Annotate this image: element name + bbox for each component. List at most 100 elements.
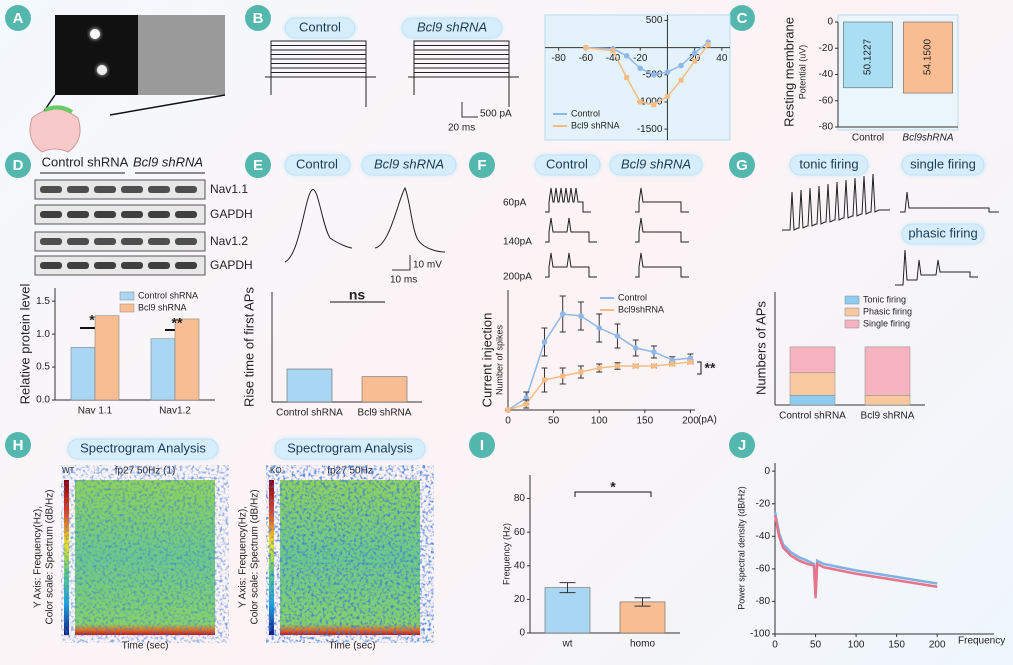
band <box>148 238 170 245</box>
bar-segment <box>789 395 836 406</box>
annotation: ns <box>349 287 366 303</box>
x-tick-label: 200 <box>929 640 946 651</box>
bar <box>286 368 333 403</box>
label: phasic firing <box>908 225 977 240</box>
x-tick-label: Control <box>852 133 884 144</box>
cell <box>90 29 100 39</box>
y-tick-label: -60 <box>756 563 771 574</box>
x-tick-label: 100 <box>591 416 608 427</box>
panel-badge <box>729 152 755 178</box>
scale-label: 500 pA <box>480 109 512 120</box>
point <box>632 345 639 351</box>
band <box>94 238 116 245</box>
legend-label: Control <box>618 292 647 302</box>
point <box>669 361 675 367</box>
band <box>94 211 116 218</box>
value-label: 54.1500 <box>923 38 934 75</box>
axis-title: (pA) <box>698 415 717 426</box>
axis-title: Potential (uV) <box>797 45 807 100</box>
firing-trace <box>895 249 978 286</box>
spike-trace <box>635 252 689 278</box>
error-bar <box>559 582 576 594</box>
y-tick-label: 0.0 <box>36 395 50 406</box>
group-label: KO <box>270 466 282 475</box>
panel-label: C <box>737 10 748 27</box>
current-trace <box>265 49 376 93</box>
point <box>633 363 639 369</box>
current-trace <box>408 49 519 92</box>
point <box>664 94 670 100</box>
panel-badge <box>729 5 755 31</box>
panel-badge <box>245 152 271 178</box>
panel-label: E <box>253 157 263 174</box>
label: tonic firing <box>799 156 858 171</box>
y-tick-label: -100 <box>750 629 770 640</box>
point <box>623 52 630 59</box>
x-tick-label: -60 <box>579 53 594 64</box>
bar <box>903 21 953 94</box>
axis-title: Frequency <box>958 636 1005 647</box>
bar-segment <box>789 346 836 373</box>
scale-bar <box>461 102 478 118</box>
current-trace <box>265 50 376 90</box>
current-trace <box>265 51 376 91</box>
x-tick-label: homo <box>630 639 655 650</box>
y-tick-label: 0 <box>827 17 833 28</box>
current-trace <box>408 51 519 91</box>
current-trace <box>408 47 519 107</box>
y-tick-label: -20 <box>756 498 771 509</box>
pill <box>901 154 985 176</box>
spectrogram-noise <box>75 480 215 628</box>
spike-trace <box>635 217 689 243</box>
point <box>578 313 584 319</box>
point <box>583 45 589 51</box>
panel-label: I <box>480 437 484 454</box>
legend-label: Bcl9 shRNA <box>571 120 620 130</box>
spike-trace <box>545 187 591 213</box>
legend-label: Control shRNA <box>138 290 198 300</box>
y-tick-label: 500 <box>646 15 663 26</box>
point <box>541 377 547 383</box>
x-tick-label: 0 <box>505 416 511 427</box>
y-tick-label: 20 <box>514 594 526 605</box>
legend-label: Bcl9shRNA <box>618 304 664 314</box>
x-tick-label: 200 <box>682 416 699 427</box>
current-trace <box>265 48 376 100</box>
label: Bcl9 shRNA <box>417 19 487 34</box>
series-line <box>773 511 938 594</box>
panel-badge <box>729 432 755 458</box>
legend-label: Control <box>571 108 600 118</box>
brain-icon <box>29 108 81 153</box>
scale-bar <box>392 255 411 271</box>
band <box>67 238 89 245</box>
axis-title: Number of spikes <box>494 324 504 395</box>
current-trace <box>408 48 519 100</box>
value-label: 50.1227 <box>863 38 874 75</box>
spectrogram-title: Spectrogram Analysis <box>287 440 413 455</box>
band <box>94 186 116 193</box>
axis-title: Resting membrane <box>781 17 796 127</box>
scale-label: 10 ms <box>390 275 417 286</box>
band <box>148 262 170 269</box>
panel-badge <box>469 432 495 458</box>
pill <box>284 154 351 176</box>
axis-title: Time (sec) <box>329 641 376 652</box>
significance-bracket <box>697 361 702 375</box>
bar-segment <box>864 395 911 406</box>
current-trace <box>265 40 376 95</box>
band <box>175 262 197 269</box>
spectrogram-noise <box>280 480 420 628</box>
label: Bcl9 shRNA <box>374 156 444 171</box>
pill <box>274 438 426 460</box>
point <box>523 401 529 407</box>
y-tick-label: 1.0 <box>36 329 50 340</box>
y-tick-label: -60 <box>819 95 834 106</box>
bar-segment <box>864 346 911 396</box>
pill <box>609 154 703 176</box>
brightfield-image <box>138 15 225 95</box>
spectrogram-title: Spectrogram Analysis <box>80 440 206 455</box>
x-tick-label: Nav1.2 <box>159 406 191 417</box>
x-tick-label: Nav 1.1 <box>78 406 113 417</box>
bar-segment <box>789 372 836 396</box>
band <box>148 211 170 218</box>
